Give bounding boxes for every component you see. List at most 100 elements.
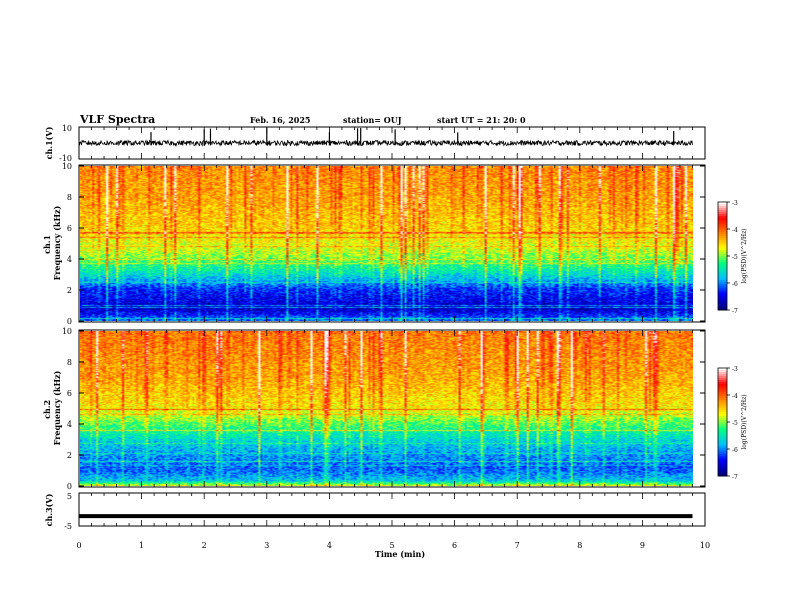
ch2-colorbar-cell	[718, 464, 727, 467]
ch2-colorbar: -3 -4 -5 -6 -7 log(PSD)(V^2/Hz)	[717, 366, 748, 481]
ch1-colorbar-cell	[718, 304, 727, 307]
ch2-colorbar-cell	[718, 456, 727, 459]
ch1-colorbar-cell	[718, 244, 727, 247]
ch2-colorbar-cell	[718, 424, 727, 427]
time-tick-label-9: 9	[640, 541, 645, 550]
ch2-colorbar-cell	[718, 414, 727, 417]
ch2-colorbar-cell	[718, 380, 727, 383]
ch2-ytick-4: 4	[67, 420, 72, 429]
ch1-colorbar-cell	[718, 274, 727, 277]
ch2-colorbar-cell	[718, 430, 727, 433]
ch2-colorbar-cell	[718, 466, 727, 469]
ch1-waveform-ylabel: ch.1(V)	[44, 126, 54, 159]
ch2-colorbar-cell	[718, 450, 727, 453]
ch1-colorbar-cell	[718, 264, 727, 267]
ch2-colorbar-ticklabel: -6	[732, 447, 738, 454]
ch2-colorbar-cell	[718, 432, 727, 435]
ch2-colorbar-cell	[718, 390, 727, 393]
ch1-colorbar-cell	[718, 282, 727, 285]
ch1-colorbar-cell	[718, 204, 727, 207]
ch2-colorbar-cell	[718, 396, 727, 399]
ch2-colorbar-ticklabel: -7	[732, 474, 738, 481]
time-tick-label-10: 10	[700, 541, 710, 550]
time-tick-label-6: 6	[452, 541, 457, 550]
ch2-colorbar-cell	[718, 418, 727, 421]
ch1-colorbar-ticklabel: -5	[732, 254, 738, 261]
ch2-ytick-2: 2	[67, 451, 72, 460]
ch1-colorbar-cell	[718, 222, 727, 225]
ch2-colorbar-cell	[718, 442, 727, 445]
ch1-colorbar-cell	[718, 302, 727, 305]
ch1-colorbar-cell	[718, 308, 727, 311]
ch1-colorbar-cell	[718, 212, 727, 215]
ch1-colorbar-cell	[718, 294, 727, 297]
ch2-colorbar-cell	[718, 412, 727, 415]
time-axis-labels: 0 1 2 3 4 5 6 7 8 9 10	[76, 541, 710, 550]
ch1-channel-label: ch.1	[42, 235, 52, 254]
ch2-colorbar-cell	[718, 460, 727, 463]
ch2-colorbar-cell	[718, 374, 727, 377]
ch1-colorbar-cell	[718, 276, 727, 279]
ch1-colorbar-cell	[718, 296, 727, 299]
ch3-ytick-bottom: -5	[64, 522, 72, 531]
ch2-colorbar-cell	[718, 372, 727, 375]
ch1-colorbar: -3 -4 -5 -6 -7 log(PSD)(V^2/Hz)	[717, 200, 748, 315]
ch2-colorbar-ticklabel: -5	[732, 420, 738, 427]
ch1-colorbar-cell	[718, 306, 727, 309]
ch1-spectrogram-yticks: 0 2 4 6 8 10	[62, 162, 705, 326]
ch2-colorbar-cell	[718, 378, 727, 381]
ch2-colorbar-cell	[718, 370, 727, 373]
ch2-colorbar-cell	[718, 398, 727, 401]
ch2-colorbar-cell	[718, 384, 727, 387]
ch1-ytick-4: 4	[67, 255, 72, 264]
ch1-colorbar-cell	[718, 284, 727, 287]
ch1-colorbar-ticklabel: -6	[732, 281, 738, 288]
ch1-spectrogram-ylabel: ch.1 Frequency (kHz)	[42, 205, 62, 280]
start-ut-label: start UT = 21: 20: 0	[437, 115, 526, 125]
time-tick-label-7: 7	[515, 541, 520, 550]
ch1-colorbar-ticklabel: -4	[732, 227, 738, 234]
ch1-colorbar-cell	[718, 214, 727, 217]
ch1-colorbar-cell	[718, 208, 727, 211]
ch1-ytick-bottom: -10	[59, 154, 72, 163]
ch1-spectrogram-panel: ch.1 Frequency (kHz) 0 2 4 6 8 10 -3 -4 -5 -6 -7 l…	[42, 162, 748, 326]
time-tick-label-5: 5	[389, 541, 394, 550]
ch2-ytick-8: 8	[67, 358, 72, 367]
ch1-spectrogram-image	[80, 166, 693, 321]
ch1-ytick-2: 2	[67, 286, 72, 295]
ch2-colorbar-cell	[718, 402, 727, 405]
ch1-colorbar-cell	[718, 286, 727, 289]
ch2-frequency-label: Frequency (kHz)	[52, 370, 62, 445]
ch1-colorbar-cell	[718, 240, 727, 243]
ch2-colorbar-cell	[718, 468, 727, 471]
ch1-colorbar-cell	[718, 246, 727, 249]
ch1-ytick-10: 10	[62, 162, 72, 171]
ch2-colorbar-cell	[718, 428, 727, 431]
ch2-colorbar-cell	[718, 426, 727, 429]
ch2-colorbar-cell	[718, 376, 727, 379]
ch1-colorbar-cell	[718, 210, 727, 213]
station-label: station= OUJ	[343, 115, 402, 125]
ch2-colorbar-cell	[718, 406, 727, 409]
time-tick-label-1: 1	[139, 541, 144, 550]
ch1-colorbar-cell	[718, 250, 727, 253]
ch1-frequency-label: Frequency (kHz)	[52, 205, 62, 280]
ch2-colorbar-cell	[718, 436, 727, 439]
time-tick-label-4: 4	[327, 541, 332, 550]
ch2-spectrogram-image	[80, 331, 693, 486]
ch1-ytick-8: 8	[67, 193, 72, 202]
ch1-colorbar-cell	[718, 256, 727, 259]
ch2-colorbar-cell	[718, 382, 727, 385]
ch2-colorbar-cell	[718, 386, 727, 389]
ch2-spectrogram-yticks: 0 2 4 6 8 10	[62, 327, 705, 491]
ch1-colorbar-ticklabel: -7	[732, 308, 738, 315]
time-axis-label: Time (min)	[375, 549, 425, 559]
ch2-colorbar-cell	[718, 444, 727, 447]
ch1-colorbar-cell	[718, 268, 727, 271]
ch2-colorbar-ticklabel: -3	[732, 366, 738, 373]
ch2-channel-label: ch.2	[42, 400, 52, 419]
ch2-colorbar-cell	[718, 462, 727, 465]
ch1-colorbar-cell	[718, 280, 727, 283]
ch1-ytick-0: 0	[67, 317, 72, 326]
ch2-colorbar-cell	[718, 454, 727, 457]
